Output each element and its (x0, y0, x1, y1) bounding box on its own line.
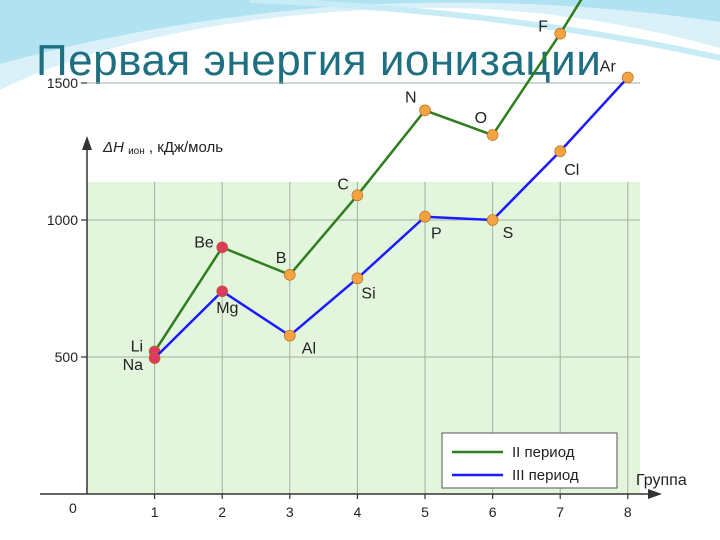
element-label: Na (123, 357, 144, 374)
legend-box (441, 432, 618, 489)
element-label: S (503, 225, 514, 242)
element-label: B (276, 250, 287, 267)
header-decoration (0, 0, 720, 90)
y-axis-label-main: ΔH (102, 139, 124, 156)
x-tick-label: 4 (354, 504, 362, 520)
axes: 50010001500200012345678 (40, 75, 662, 520)
element-label: F (538, 19, 548, 36)
data-point (283, 329, 296, 342)
x-tick-label: 6 (489, 504, 497, 520)
series-line (153, 0, 583, 353)
element-label: N (405, 89, 417, 106)
data-point (621, 71, 634, 84)
data-point (216, 285, 228, 298)
data-point (148, 352, 161, 364)
element-label: Cl (564, 162, 579, 179)
element-label: P (431, 226, 442, 243)
element-label: Al (302, 341, 316, 358)
y-axis-label-sub: ион (128, 146, 145, 157)
series-layer (148, 0, 634, 364)
element-label: Ar (600, 59, 617, 76)
data-point (554, 145, 567, 158)
data-point (486, 129, 499, 141)
data-point (486, 214, 499, 226)
element-label: Si (361, 285, 375, 302)
y-axis-arrow (82, 136, 92, 150)
data-point (351, 189, 364, 202)
labels-layer: LiBeBCNOFNeNaMgAlSiPSClAr (123, 19, 617, 374)
data-point (554, 27, 567, 40)
data-point (216, 241, 228, 254)
y-axis-label-unit: , кДж/моль (149, 139, 223, 156)
legend-label: II период (512, 444, 575, 461)
element-label: Mg (216, 300, 238, 317)
x-axis-label: Группа (636, 472, 687, 489)
y-axis-label: ΔH ион , кДж/моль (102, 139, 223, 158)
x-tick-label: 2 (218, 504, 226, 520)
x-tick-label: 8 (624, 504, 632, 520)
origin-label: 0 (69, 500, 77, 516)
legend: II период III период (441, 432, 618, 489)
slide-title: Первая энергия ионизации (36, 36, 602, 85)
data-point (351, 272, 364, 285)
data-point (283, 268, 296, 281)
element-label: O (475, 110, 487, 127)
y-tick-label: 1000 (47, 212, 78, 228)
legend-label: III период (512, 467, 579, 484)
y-tick-label: 1500 (47, 75, 78, 91)
y-tick-label: 500 (55, 349, 79, 365)
series-line (153, 76, 629, 359)
x-tick-label: 1 (151, 504, 159, 520)
element-label: Be (194, 234, 214, 251)
x-axis-arrow (648, 489, 662, 499)
x-tick-label: 3 (286, 504, 294, 520)
data-point (419, 104, 431, 117)
data-point (419, 210, 431, 223)
element-label: C (337, 176, 349, 193)
element-label: Li (131, 339, 143, 356)
x-tick-label: 7 (556, 504, 564, 520)
x-tick-label: 5 (421, 504, 429, 520)
